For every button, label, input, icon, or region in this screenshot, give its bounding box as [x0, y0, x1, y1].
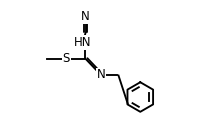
Text: S: S — [63, 52, 70, 65]
Text: N: N — [81, 10, 90, 23]
Text: N: N — [96, 69, 105, 81]
Text: HN: HN — [74, 36, 92, 49]
